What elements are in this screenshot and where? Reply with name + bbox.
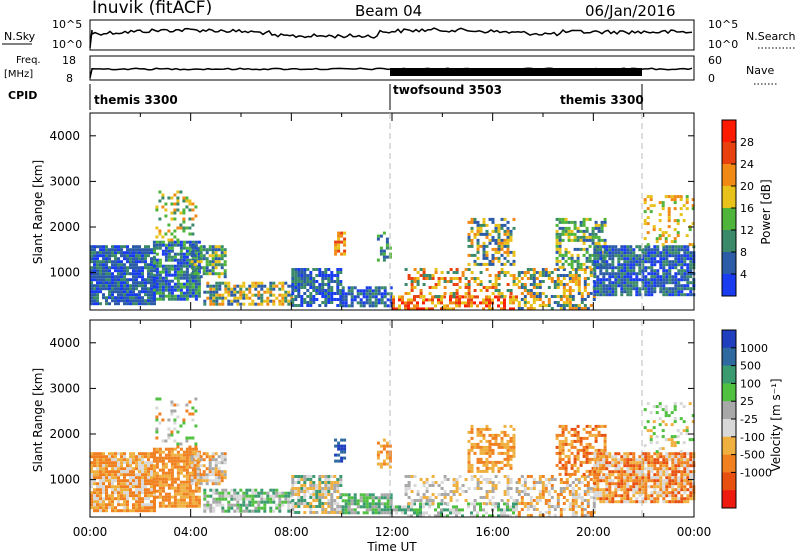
power-ylabel: Slant Range [km] [31,160,45,264]
ytick-label-0-2: 3000 [49,174,80,188]
velocity-colorbar-tick-0: 1000 [740,342,768,355]
power-colorbar-tick-2: 12 [740,224,754,237]
nsearch-label: N.Search [746,30,796,43]
power-colorbar-swatch-7 [722,274,736,297]
nave-label: Nave [746,64,774,77]
nsky-trace [89,27,693,49]
velocity-colorbar-swatch-9 [722,490,736,509]
power-colorbar-swatch-3 [722,186,736,209]
power-colorbar-tick-6: 28 [740,136,754,149]
station-title: Inuvik (fitACF) [92,0,213,18]
velocity-colorbar-tick-6: -500 [740,449,765,462]
velocity-colorbar-swatch-3 [722,383,736,402]
power-scatter [90,190,696,311]
power-colorbar-tick-3: 16 [740,202,754,215]
xtick-label-6: 00:00 [677,525,712,539]
power-colorbar-tick-0: 4 [740,268,747,281]
velocity-colorbar: 1000 500 100 25 -25 -100 -500 -1000 [721,329,772,509]
nsky-tick-high: 10^5 [52,18,82,31]
velocity-colorbar-swatch-6 [722,436,736,456]
velocity-colorbar-swatch-1 [722,347,736,367]
nave-tick-low: 0 [708,72,715,85]
velocity-panel: 1000 2000 3000 4000 00:00 04:00 08:00 12:00 16:… [31,319,783,554]
power-colorbar-tick-4: 20 [740,180,754,193]
xtick-label-5: 20:00 [576,525,611,539]
velocity-colorbar-tick-7: -1000 [740,466,772,479]
power-colorbar: 4 8 12 16 20 24 28 [721,119,754,297]
power-colorbar-swatch-6 [722,252,736,275]
velocity-colorbar-tick-3: 25 [740,395,754,408]
nave-band [390,68,642,76]
ytick-label-1-3: 4000 [49,336,80,350]
ytick-label-1-1: 2000 [49,427,80,441]
cpid-segment-2: twofsound 3503 [393,83,502,97]
velocity-colorbar-swatch-7 [722,454,736,473]
velocity-colorbar-swatch-4 [722,401,736,420]
power-colorbar-swatch-4 [722,208,736,231]
nsearch-tick-low: 10^0 [708,38,738,51]
power-colorbar-swatch-1 [722,142,736,165]
power-colorbar-label: Power [dB] [759,179,773,244]
velocity-colorbar-tick-5: -100 [740,431,765,444]
freq-tick-low: 8 [66,72,73,85]
cpid-label: CPID [8,89,37,102]
ytick-label-0-1: 2000 [49,220,80,234]
ytick-label-1-2: 3000 [49,381,80,395]
velocity-scatter [90,397,696,518]
velocity-colorbar-swatch-2 [722,365,736,384]
xtick-label-2: 08:00 [274,525,309,539]
freq-unit: [MHz] [4,69,33,80]
nsearch-tick-high: 10^5 [708,18,738,31]
date-title: 06/Jan/2016 [585,2,676,20]
cpid-segment-1: themis 3300 [94,93,178,107]
velocity-colorbar-tick-4: -25 [740,413,758,426]
nsky-tick-low: 10^0 [52,38,82,51]
xtick-label-0: 00:00 [73,525,108,539]
nave-tick-high: 60 [708,54,722,67]
xtick-label-3: 12:00 [375,525,410,539]
xtick-label-1: 04:00 [173,525,208,539]
freq-tick-high: 18 [62,54,76,67]
cpid-segment-3: themis 3300 [560,93,644,107]
freq-panel: Freq. [MHz] 18 8 60 0 Nave [4,54,778,85]
velocity-colorbar-tick-2: 100 [740,377,761,390]
velocity-colorbar-swatch-0 [722,330,736,349]
xtick-label-4: 16:00 [475,525,510,539]
beam-title: Beam 04 [355,2,423,20]
velocity-colorbar-label: Velocity [m s⁻¹] [769,378,783,471]
power-colorbar-tick-1: 8 [740,246,747,259]
velocity-colorbar-swatch-8 [722,472,736,491]
velocity-ylabel: Slant Range [km] [31,368,45,472]
time-xlabel: Time UT [366,540,417,554]
nsky-panel: N.Sky 10^5 10^0 10^5 10^0 N.Search [2,18,796,51]
freq-trace [89,67,693,79]
nsky-label: N.Sky [4,30,36,43]
ytick-label-0-0: 1000 [49,266,80,280]
velocity-colorbar-swatch-5 [722,419,736,438]
power-colorbar-swatch-2 [722,164,736,187]
power-colorbar-swatch-0 [722,120,736,143]
velocity-colorbar-tick-1: 500 [740,360,761,373]
power-colorbar-swatch-5 [722,230,736,253]
cpid-panel: CPID themis 3300 twofsound 3503 themis 3… [8,83,644,110]
power-colorbar-tick-5: 24 [740,158,754,171]
ytick-label-0-3: 4000 [49,129,80,143]
ytick-label-1-0: 1000 [49,473,80,487]
power-panel: 1000 2000 3000 4000 Slant Range [km] 4 8 12 16… [31,112,773,311]
freq-label: Freq. [16,55,41,66]
